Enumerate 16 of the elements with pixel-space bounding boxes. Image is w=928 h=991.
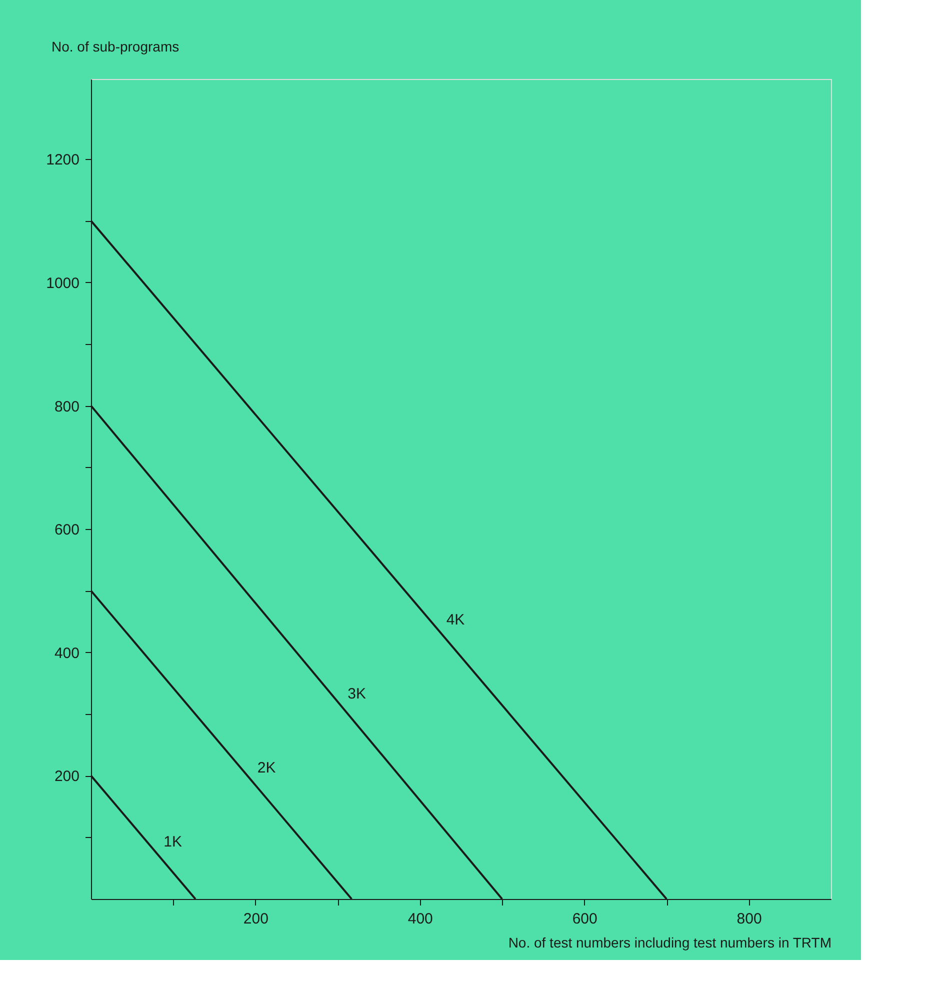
y-axis-title: No. of sub-programs bbox=[52, 38, 180, 54]
x-tick-label: 600 bbox=[572, 910, 598, 928]
series-label: 4K bbox=[446, 612, 465, 629]
series-label: 1K bbox=[164, 834, 182, 851]
y-tick-label: 1000 bbox=[46, 274, 80, 292]
series-label: 2K bbox=[257, 760, 276, 777]
y-tick-label: 400 bbox=[54, 644, 80, 662]
x-tick-label: 200 bbox=[243, 910, 268, 928]
y-tick-label: 200 bbox=[54, 768, 80, 786]
y-tick-label: 1200 bbox=[46, 152, 80, 169]
y-tick-label: 800 bbox=[54, 398, 80, 416]
x-tick-label: 800 bbox=[736, 910, 762, 928]
y-tick-label: 600 bbox=[54, 522, 80, 539]
x-axis-title: No. of test numbers including test numbers in TRTM bbox=[508, 934, 832, 950]
x-tick-label: 400 bbox=[408, 910, 433, 928]
series-label: 3K bbox=[348, 686, 366, 703]
